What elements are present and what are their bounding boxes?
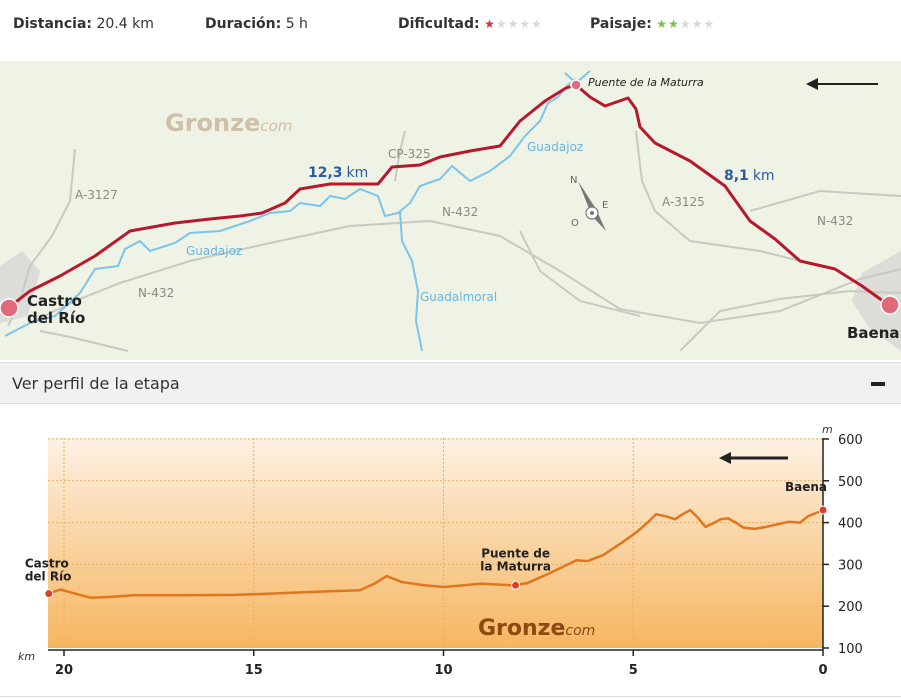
- x-tick-label: 20: [55, 663, 73, 678]
- difficulty-star-filled-icon: ★: [484, 17, 496, 31]
- x-axis-unit: km: [18, 650, 35, 663]
- end-marker[interactable]: [880, 295, 900, 315]
- bottom-divider: [0, 696, 901, 697]
- duration-label: Duración:: [205, 16, 282, 32]
- difficulty-star-empty-icon: ★: [507, 17, 520, 31]
- map-watermark: Gronzecom: [165, 109, 292, 137]
- x-tick-label: 10: [434, 663, 452, 678]
- start-label-line1: Castro: [27, 292, 82, 310]
- road-cp325-path: [394, 130, 406, 182]
- landscape-label: Paisaje:: [590, 16, 652, 32]
- road-label-n432-east: N-432: [817, 214, 853, 228]
- chart-grid: [48, 438, 824, 650]
- x-ticks: 20 15 10 5 0: [55, 650, 828, 678]
- profile-section-header[interactable]: Ver perfil de la etapa: [0, 362, 901, 404]
- waypoint-label: Puente de la Maturra: [588, 76, 704, 89]
- road-label-cp325: CP-325: [388, 147, 431, 161]
- baena-town-area: [852, 251, 901, 351]
- landscape-star-filled-icon: ★: [656, 17, 669, 31]
- start-marker[interactable]: [0, 298, 19, 318]
- elevation-marker-label: la Maturra: [480, 559, 551, 573]
- elevation-marker-label: Baena: [785, 480, 827, 494]
- compass-o: O: [571, 218, 579, 229]
- chart-direction-arrow-icon: [719, 452, 788, 464]
- elevation-marker-label: del Río: [25, 570, 72, 584]
- difficulty-stat: Dificultad: ★★★★★: [398, 16, 543, 32]
- road-label-a3127: A-3127: [75, 188, 118, 202]
- river-label-guadajoz-west: Guadajoz: [186, 244, 242, 258]
- y-tick-label: 300: [838, 558, 863, 573]
- x-tick-label: 0: [818, 663, 827, 678]
- elevation-marker-label: Puente de: [481, 546, 550, 560]
- difficulty-star-empty-icon: ★: [519, 17, 532, 31]
- x-tick-label: 15: [245, 663, 263, 678]
- landscape-star-empty-icon: ★: [691, 17, 704, 31]
- landscape-rating: ★★★★★: [656, 17, 715, 31]
- compass-icon: N O E: [570, 175, 608, 231]
- x-tick-label: 5: [629, 663, 638, 678]
- compass-n: N: [570, 175, 577, 186]
- elevation-marker-point[interactable]: [44, 589, 54, 599]
- y-tick-label: 200: [838, 600, 863, 615]
- river-guadajoz-path: [4, 78, 577, 337]
- chart-watermark: Gronzecom: [478, 616, 595, 641]
- segment1-distance: 12,3 km: [308, 165, 368, 181]
- route-map[interactable]: N O E A-3127 N-432 CP-325 N-432 A-3125 N…: [0, 61, 901, 360]
- road-n432-path: [29, 219, 901, 325]
- stage-stats-bar: Distancia: 20.4 km Duración: 5 h Dificul…: [0, 0, 901, 50]
- road-label-n432-center: N-432: [442, 205, 478, 219]
- route-line: [7, 83, 891, 310]
- collapse-toggle-icon[interactable]: [871, 382, 885, 386]
- distance-stat: Distancia: 20.4 km: [13, 16, 154, 32]
- compass-e: E: [602, 200, 608, 211]
- landscape-stat: Paisaje: ★★★★★: [590, 16, 715, 32]
- difficulty-rating: ★★★★★: [484, 17, 543, 31]
- route-map-canvas: N O E A-3127 N-432 CP-325 N-432 A-3125 N…: [0, 70, 901, 352]
- waypoint-marker[interactable]: [570, 79, 582, 91]
- road-east-path: [679, 289, 901, 352]
- landscape-star-empty-icon: ★: [679, 17, 692, 31]
- road-minor-south-path: [39, 330, 129, 352]
- profile-header-label[interactable]: Ver perfil de la etapa: [12, 374, 180, 393]
- segment2-distance: 8,1 km: [724, 168, 775, 184]
- difficulty-label: Dificultad:: [398, 16, 480, 32]
- direction-arrow-icon: [806, 78, 878, 90]
- end-label: Baena: [847, 324, 900, 342]
- road-center-path: [519, 230, 641, 317]
- elevation-series-line: [48, 508, 824, 600]
- difficulty-star-empty-icon: ★: [531, 17, 543, 31]
- elevation-marker-point[interactable]: [511, 580, 521, 590]
- road-label-n432-west: N-432: [138, 286, 174, 300]
- y-tick-label: 500: [838, 475, 863, 490]
- rivers: [4, 70, 591, 352]
- chart-plot-area: [48, 438, 823, 648]
- elevation-marker-point[interactable]: [818, 505, 828, 515]
- landscape-star-empty-icon: ★: [703, 17, 716, 31]
- start-label-line2: del Río: [27, 309, 85, 327]
- duration-stat: Duración: 5 h: [205, 16, 308, 32]
- y-tick-label: 400: [838, 517, 863, 532]
- river-label-guadalmoral: Guadalmoral: [420, 290, 497, 304]
- landscape-star-filled-icon: ★: [668, 17, 680, 31]
- road-label-a3125: A-3125: [662, 195, 705, 209]
- river-label-guadajoz-east: Guadajoz: [527, 140, 583, 154]
- elevation-profile: 100 200 300 400 500 600 20 15 10 5 0 m km Gronzec…: [0, 405, 901, 698]
- road-northeast-path: [749, 189, 901, 212]
- y-tick-label: 600: [838, 433, 863, 448]
- y-tick-label: 100: [838, 642, 863, 657]
- difficulty-star-empty-icon: ★: [495, 17, 508, 31]
- y-ticks: 100 200 300 400 500 600: [823, 433, 863, 657]
- y-axis-unit: m: [822, 423, 833, 436]
- roads: [7, 130, 901, 352]
- duration-value: 5 h: [285, 16, 308, 32]
- elevation-chart-svg: 100 200 300 400 500 600 20 15 10 5 0 m km Gronzec…: [18, 423, 863, 678]
- distance-value: 20.4 km: [96, 16, 154, 32]
- elevation-marker-label: Castro: [25, 557, 69, 571]
- river-guadalmoral-path: [399, 210, 423, 352]
- distance-label: Distancia:: [13, 16, 93, 32]
- road-a3125-path: [635, 130, 801, 262]
